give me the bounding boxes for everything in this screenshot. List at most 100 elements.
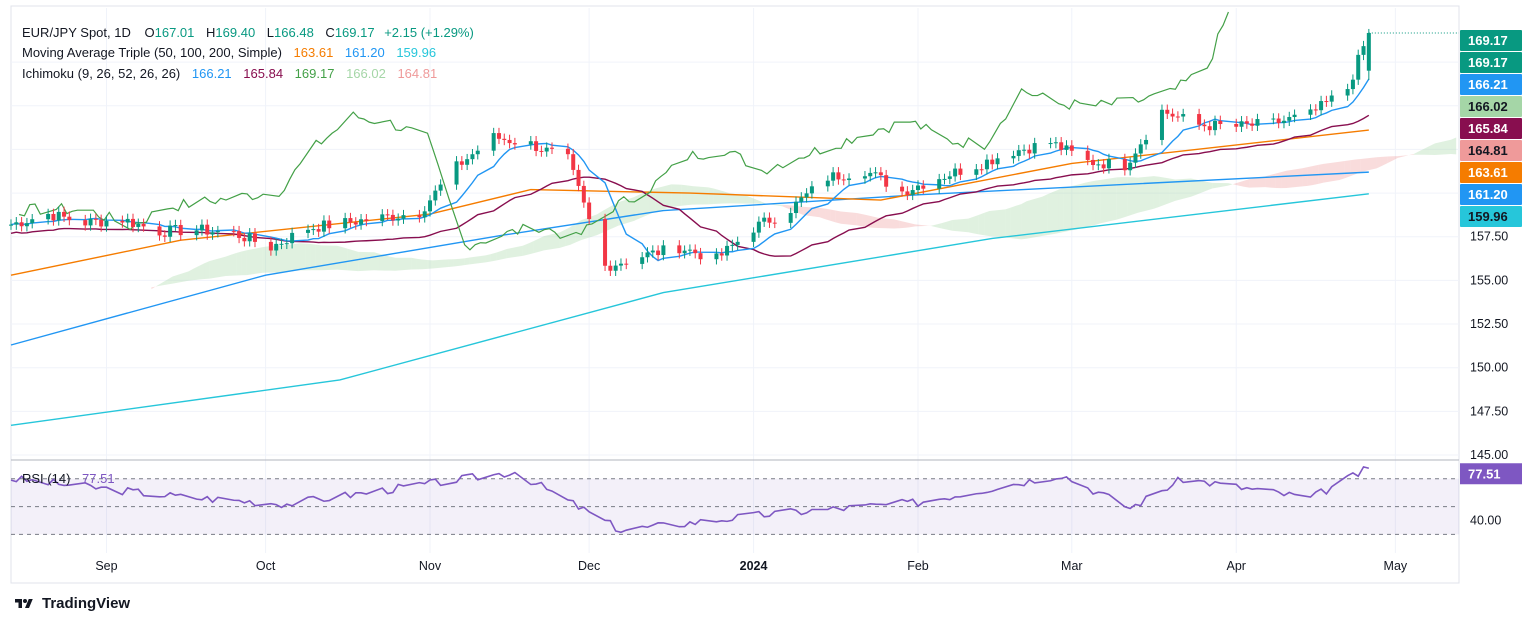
cloud-segment: [284, 243, 300, 273]
candle-body: [93, 218, 98, 220]
candle-body: [984, 159, 989, 170]
cloud-segment: [639, 192, 645, 219]
rsi-label-text: 77.51: [1468, 466, 1501, 481]
candle-body: [868, 172, 873, 177]
cloud-segment: [878, 217, 894, 229]
candle-body: [958, 168, 963, 175]
candle-body: [1250, 123, 1255, 126]
cloud-segment: [1307, 165, 1313, 186]
cloud-segment: [533, 238, 539, 254]
cloud-segment: [1164, 177, 1170, 205]
candle-body: [576, 169, 581, 186]
cloud-segment: [893, 219, 900, 229]
cloud-segment: [782, 204, 788, 209]
price-tick-label: 155.00: [1470, 273, 1508, 287]
price-axis[interactable]: 167.50165.00162.50160.00157.50155.00152.…: [1460, 30, 1522, 528]
candle-body: [719, 253, 724, 256]
candle-body: [847, 178, 852, 181]
ichimoku-legend[interactable]: Ichimoku (9, 26, 52, 26, 26) 166.21 165.…: [22, 66, 437, 81]
cloud-segment: [1339, 160, 1345, 180]
candle-body: [19, 222, 24, 227]
candle-body: [327, 220, 332, 229]
cloud-segment: [236, 251, 242, 276]
candle-body: [1085, 150, 1090, 160]
ma100-line: [10, 171, 1369, 346]
cloud-segment: [618, 197, 635, 226]
candle-body: [836, 172, 841, 180]
cloud-segment: [1153, 176, 1160, 209]
low-key: L: [267, 25, 274, 40]
candle-body: [1234, 124, 1239, 127]
cloud-segment: [745, 195, 751, 204]
candle-body: [157, 226, 162, 236]
price-label-text: 169.17: [1468, 55, 1508, 70]
candle-body: [401, 215, 406, 219]
cloud-segment: [1212, 182, 1229, 189]
cloud-segment: [1270, 173, 1276, 188]
cloud-segment: [607, 205, 613, 231]
cloud-segment: [1387, 156, 1393, 164]
cloud-segment: [379, 253, 385, 271]
cloud-segment: [1132, 177, 1138, 215]
price-label-box: [1460, 162, 1522, 183]
time-label: 2024: [740, 559, 768, 573]
cloud-segment: [830, 209, 836, 223]
cloud-segment: [729, 193, 746, 204]
candle-body: [62, 211, 67, 217]
candle-body: [1091, 159, 1096, 165]
cloud-segment: [1053, 189, 1059, 235]
candle-body: [231, 231, 236, 233]
candle-body: [1122, 158, 1127, 171]
candle-body: [9, 224, 13, 226]
cloud-segment: [527, 241, 534, 255]
candle-body: [953, 168, 958, 177]
rsi-legend[interactable]: RSI (14) 77.51: [22, 471, 115, 486]
cloud-segment: [676, 184, 682, 207]
candle-body: [1239, 121, 1244, 127]
price-label-box: [1460, 52, 1522, 73]
candle-body: [1244, 121, 1249, 124]
ma200-value: 159.96: [396, 45, 436, 60]
candle-body: [428, 200, 433, 212]
candle-body: [459, 161, 464, 165]
high-value: 169.40: [215, 25, 255, 40]
cloud-segment: [1413, 151, 1420, 155]
candle-body: [1096, 164, 1101, 166]
rsi-line: [10, 465, 1370, 534]
candle-body: [799, 197, 804, 202]
ma-legend[interactable]: Moving Average Triple (50, 100, 200, Sim…: [22, 45, 436, 60]
cloud-segment: [1249, 176, 1266, 188]
cloud-segment: [1228, 183, 1234, 186]
time-label: Apr: [1227, 559, 1246, 573]
candle-body: [1175, 116, 1180, 118]
candle-body: [290, 232, 295, 244]
cloud-segment: [172, 271, 189, 284]
cloud-segment: [687, 185, 693, 206]
cloud-segment: [485, 254, 491, 263]
cloud-segment: [230, 252, 237, 276]
cloud-segment: [459, 258, 465, 266]
candle-body: [242, 237, 247, 242]
price-tick-label: 145.00: [1470, 448, 1508, 462]
time-axis[interactable]: Sep Oct Nov Dec 2024 Feb Mar Apr May: [95, 559, 1408, 573]
price-label-box: [1460, 184, 1522, 205]
candle-body: [544, 147, 549, 152]
candle-body: [199, 224, 204, 231]
candle-body: [173, 225, 178, 227]
time-label: Oct: [256, 559, 276, 573]
candle-body: [730, 244, 735, 246]
tradingview-brand[interactable]: TradingView: [12, 595, 130, 612]
cloud-segment: [559, 229, 566, 248]
candle-body: [1361, 46, 1366, 55]
candle-body: [1345, 89, 1350, 96]
rsi-value: 77.51: [82, 471, 115, 486]
cloud-segment: [162, 279, 168, 286]
candle-body: [30, 219, 35, 224]
candle-body: [205, 224, 210, 235]
cloud-segment: [1100, 177, 1117, 224]
cloud-segment: [299, 243, 306, 271]
symbol-legend[interactable]: EUR/JPY Spot, 1D O167.01 H169.40 L166.48…: [22, 25, 474, 40]
cloud-segment: [337, 245, 343, 271]
cloud-segment: [575, 220, 582, 243]
